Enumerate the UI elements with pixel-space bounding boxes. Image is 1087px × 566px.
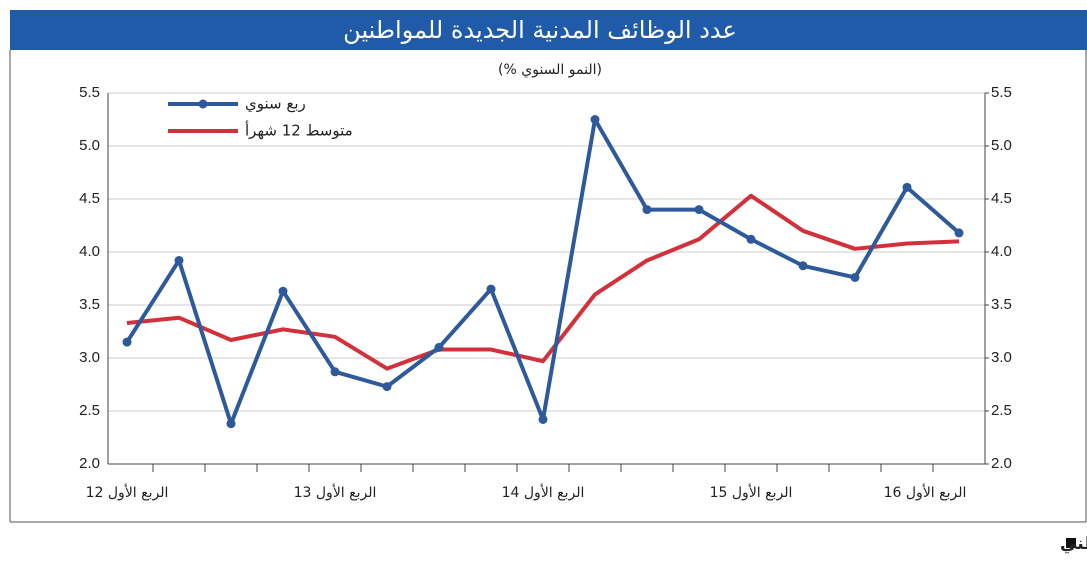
- y-tick-label: 5.5: [79, 84, 100, 101]
- y2-tick-label: 2.0: [991, 455, 1012, 472]
- subtitle: (% النمو السنوي): [498, 62, 602, 78]
- x-tick-label: الربع الأول 14: [502, 483, 585, 501]
- y2-tick-label: 3.0: [991, 349, 1012, 366]
- point: [226, 419, 236, 429]
- point: [798, 261, 808, 271]
- title-bar: [10, 10, 1087, 50]
- y-tick-label: 4.0: [79, 243, 100, 260]
- y-tick-label: 4.5: [79, 190, 100, 207]
- legend-marker: [198, 99, 208, 109]
- y-tick-label: 5.0: [79, 137, 100, 154]
- point: [174, 255, 184, 265]
- y2-tick-label: 5.5: [991, 84, 1012, 101]
- point: [746, 234, 756, 244]
- x-tick-label: الربع الأول 15: [710, 483, 793, 501]
- x-tick-label: الربع الأول 13: [294, 483, 377, 501]
- series-line: [125, 117, 961, 426]
- point: [954, 228, 964, 238]
- point: [902, 182, 912, 192]
- point: [278, 286, 288, 296]
- y2-tick-label: 3.5: [991, 296, 1012, 313]
- point: [642, 205, 652, 215]
- series-line: [126, 193, 960, 371]
- legend-label: ربع سنوي: [245, 95, 306, 114]
- point: [486, 284, 496, 294]
- y-tick-label: 3.0: [79, 349, 100, 366]
- y2-tick-label: 2.5: [991, 402, 1012, 419]
- point: [538, 414, 548, 424]
- y-tick-label: 2.0: [79, 455, 100, 472]
- bullet: [1066, 538, 1076, 548]
- point: [434, 342, 444, 352]
- y2-tick-label: 4.5: [991, 190, 1012, 207]
- x-tick-label: الربع الأول 12: [86, 483, 169, 501]
- x-tick-label: الربع الأول 16: [884, 483, 967, 501]
- chart-title: عدد الوظائف المدنية الجديدة للمواطنين: [343, 16, 737, 44]
- point: [330, 367, 340, 377]
- y2-tick-label: 5.0: [991, 137, 1012, 154]
- point: [694, 205, 704, 215]
- y-tick-label: 3.5: [79, 296, 100, 313]
- point: [382, 382, 392, 392]
- legend-label: متوسط 12 شهرأ: [245, 121, 353, 140]
- point: [590, 115, 600, 124]
- point: [850, 272, 860, 282]
- y-tick-label: 2.5: [79, 402, 100, 419]
- source: المصدر: الهيئة العامة للمعلومات المدنية …: [1060, 534, 1087, 554]
- point: [122, 337, 132, 347]
- y2-tick-label: 4.0: [991, 243, 1012, 260]
